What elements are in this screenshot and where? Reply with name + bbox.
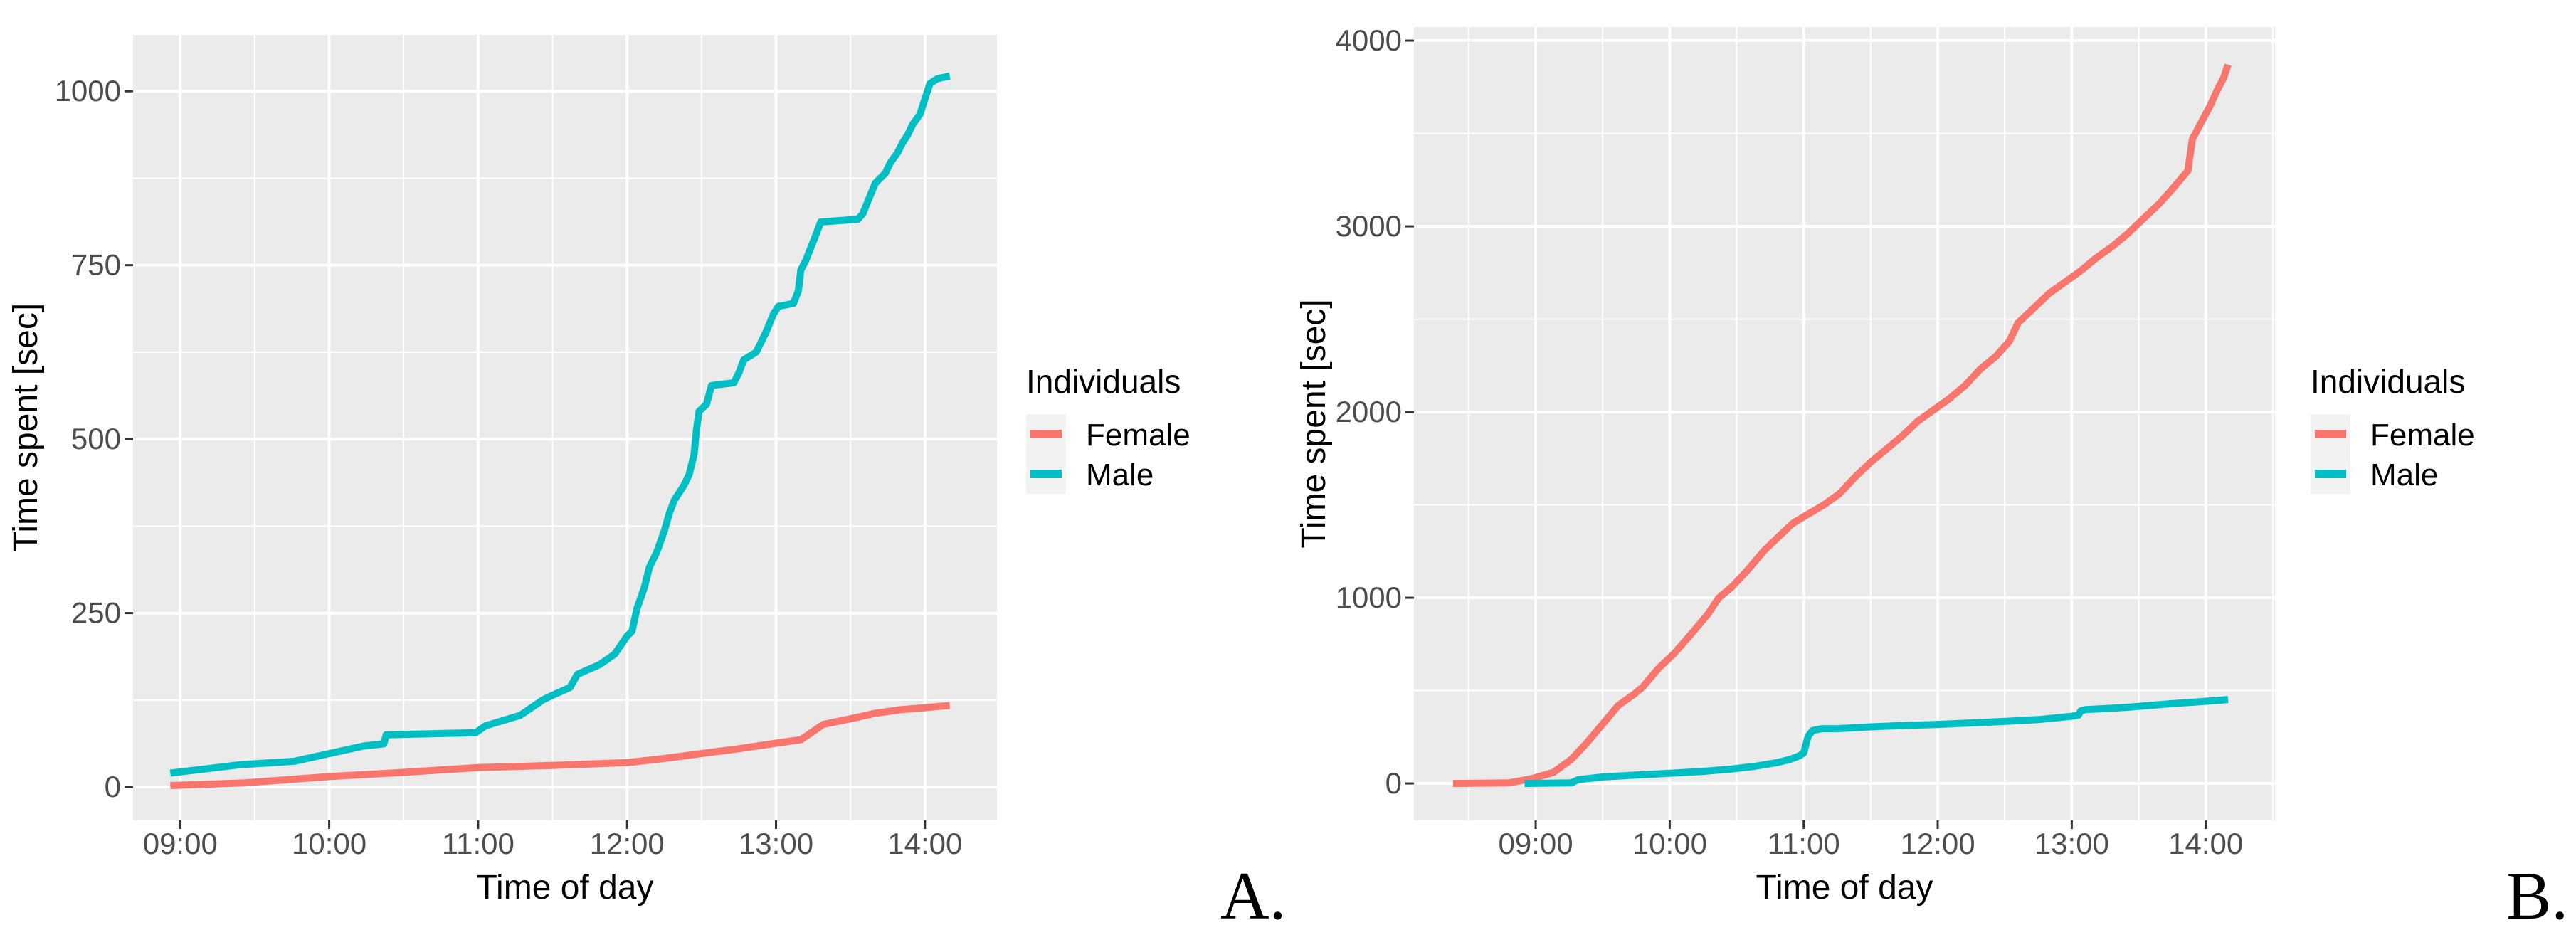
x-tick-label: 11:00 <box>1768 827 1840 860</box>
legend-title: Individuals <box>1026 363 1181 400</box>
y-tick-label: 2000 <box>1336 395 1402 428</box>
chart-b: 09:00 10:00 11:00 12:00 13:00 14:00 0 1000 2000 3… <box>1295 23 2568 930</box>
legend-label-female: Female <box>1086 418 1191 453</box>
y-tick-label: 1000 <box>1336 581 1402 614</box>
x-tick-label: 13:00 <box>2034 827 2109 860</box>
plot-panel <box>1414 27 2275 820</box>
y-tick-label: 0 <box>1385 766 1402 800</box>
x-tick-label: 12:00 <box>590 827 665 860</box>
series-line-male <box>169 72 951 777</box>
legend-title: Individuals <box>2311 363 2465 400</box>
figure-panel-label: B. <box>2506 858 2568 930</box>
x-tick-label: 14:00 <box>887 827 962 860</box>
x-axis-title: Time of day <box>1756 869 1933 907</box>
y-tick-label: 1000 <box>55 74 121 107</box>
legend-label-female: Female <box>2370 418 2475 453</box>
y-tick-label: 3000 <box>1336 209 1402 243</box>
series-line-female <box>1452 63 2232 788</box>
series-line-female <box>170 702 951 790</box>
y-axis-title: Time spent [sec] <box>7 303 45 552</box>
y-tick-label: 750 <box>71 248 121 282</box>
y-tick-label: 250 <box>71 596 121 630</box>
x-tick-label: 10:00 <box>292 827 366 860</box>
y-tick-label: 500 <box>71 422 121 455</box>
y-axis-title: Time spent [sec] <box>1295 299 1333 548</box>
chart-a: 09:00 10:00 11:00 12:00 13:00 14:00 0 250 500 750… <box>7 35 1286 930</box>
plot-panel <box>133 35 997 820</box>
x-tick-label: 09:00 <box>1499 827 1573 860</box>
x-tick-label: 11:00 <box>442 827 514 860</box>
x-tick-label: 09:00 <box>143 827 218 860</box>
series-line-male <box>1524 696 2229 788</box>
x-tick-label: 12:00 <box>1900 827 1975 860</box>
x-axis-title: Time of day <box>477 869 654 907</box>
legend-label-male: Male <box>1086 458 1154 492</box>
x-tick-label: 10:00 <box>1632 827 1707 860</box>
y-tick-label: 4000 <box>1336 23 1402 57</box>
x-tick-label: 14:00 <box>2168 827 2243 860</box>
x-tick-label: 13:00 <box>739 827 813 860</box>
y-tick-label: 0 <box>105 770 121 803</box>
legend-label-male: Male <box>2370 458 2438 492</box>
figure-panel-label: A. <box>1220 858 1286 930</box>
